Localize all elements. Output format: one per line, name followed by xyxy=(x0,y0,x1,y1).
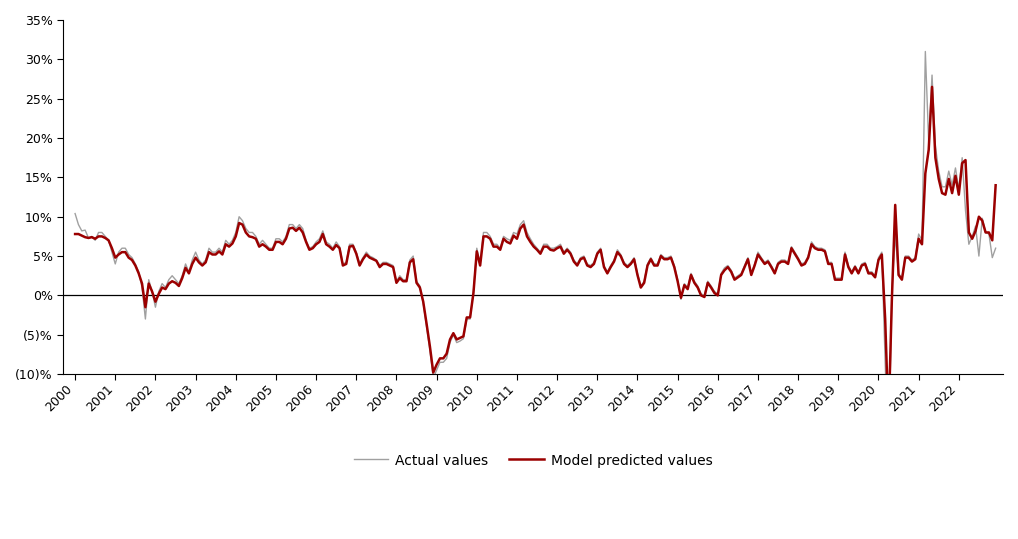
Model predicted values xyxy=(709,290,721,296)
Line: Actual values: Actual values xyxy=(75,52,996,465)
Legend: Actual values, Model predicted values: Actual values, Model predicted values xyxy=(348,448,718,473)
Model predicted values xyxy=(926,84,939,90)
Model predicted values xyxy=(189,254,202,261)
Model predicted values xyxy=(989,182,1002,189)
Actual values xyxy=(548,245,560,251)
Actual values xyxy=(709,288,721,295)
Model predicted values xyxy=(410,280,422,286)
Model predicted values xyxy=(618,261,630,267)
Actual values xyxy=(883,461,895,468)
Actual values xyxy=(69,210,81,217)
Actual values xyxy=(989,245,1002,251)
Actual values xyxy=(618,259,630,266)
Actual values xyxy=(189,249,202,255)
Actual values xyxy=(919,49,931,55)
Model predicted values xyxy=(69,231,81,237)
Actual values xyxy=(538,241,550,247)
Model predicted values xyxy=(538,244,550,250)
Model predicted values xyxy=(883,418,895,425)
Line: Model predicted values: Model predicted values xyxy=(75,87,996,421)
Actual values xyxy=(410,278,422,285)
Model predicted values xyxy=(548,247,560,254)
